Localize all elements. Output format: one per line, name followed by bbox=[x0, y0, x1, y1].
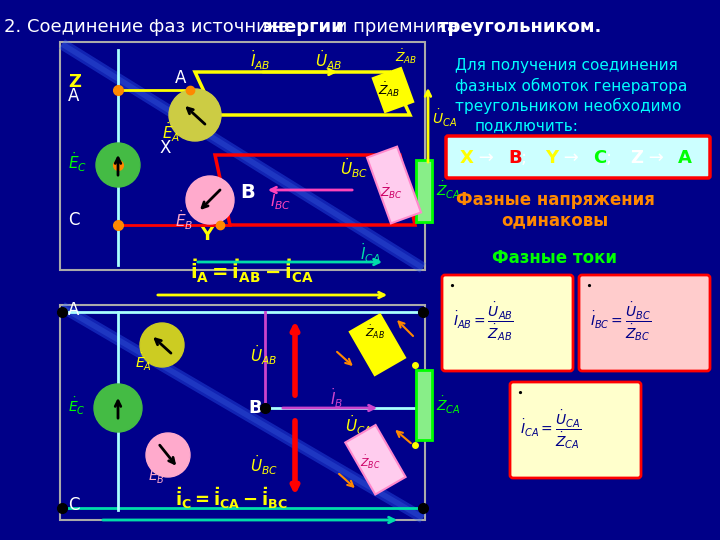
Text: Фазные токи: Фазные токи bbox=[492, 249, 618, 267]
Text: B: B bbox=[508, 149, 521, 167]
Text: $\dot{I}_{BC}$: $\dot{I}_{BC}$ bbox=[270, 188, 292, 212]
Text: X: X bbox=[160, 139, 171, 157]
Bar bbox=[416, 160, 432, 222]
Text: $\dot{U}_{CA}$: $\dot{U}_{CA}$ bbox=[432, 107, 457, 129]
Text: $\dot{E}_C$: $\dot{E}_C$ bbox=[68, 395, 86, 416]
Text: и приемника: и приемника bbox=[330, 18, 464, 36]
Text: Z: Z bbox=[68, 73, 81, 91]
Text: ;: ; bbox=[521, 149, 533, 167]
Text: треугольником.: треугольником. bbox=[438, 18, 603, 36]
FancyBboxPatch shape bbox=[446, 136, 710, 178]
Text: $\dot{Z}_{AB}$: $\dot{Z}_{AB}$ bbox=[365, 323, 385, 341]
Text: $\mathbf{\dot{i}_A = \dot{i}_{AB} - \dot{i}_{CA}}$: $\mathbf{\dot{i}_A = \dot{i}_{AB} - \dot… bbox=[190, 258, 314, 285]
Text: фазных обмоток генератора: фазных обмоток генератора bbox=[455, 78, 688, 94]
Text: Для получения соединения: Для получения соединения bbox=[455, 58, 678, 73]
Text: $\bullet$: $\bullet$ bbox=[585, 280, 592, 290]
Circle shape bbox=[169, 89, 221, 141]
Bar bbox=[60, 42, 425, 270]
Text: A: A bbox=[68, 87, 79, 105]
Polygon shape bbox=[350, 314, 405, 375]
Polygon shape bbox=[346, 425, 405, 495]
Text: $\dot{I}_{CA}$: $\dot{I}_{CA}$ bbox=[360, 241, 381, 265]
FancyBboxPatch shape bbox=[510, 382, 641, 478]
Circle shape bbox=[94, 384, 142, 432]
Text: $\dot{Z}_{CA}$: $\dot{Z}_{CA}$ bbox=[436, 179, 461, 200]
Circle shape bbox=[146, 433, 190, 477]
Text: B: B bbox=[248, 399, 261, 417]
Text: →: → bbox=[473, 149, 500, 167]
Text: энергии: энергии bbox=[262, 18, 345, 36]
Polygon shape bbox=[373, 68, 413, 112]
Text: $\dot{I}_B$: $\dot{I}_B$ bbox=[330, 386, 343, 410]
Circle shape bbox=[96, 143, 140, 187]
FancyBboxPatch shape bbox=[442, 275, 573, 371]
Text: 2. Соединение фаз источника: 2. Соединение фаз источника bbox=[4, 18, 295, 36]
Text: →: → bbox=[643, 149, 670, 167]
Bar bbox=[62, 307, 423, 518]
Text: $\dot{U}_{BC}$: $\dot{U}_{BC}$ bbox=[340, 156, 368, 180]
Text: $\dot{E}_B$: $\dot{E}_B$ bbox=[148, 464, 165, 485]
Text: Фазные напряжения: Фазные напряжения bbox=[456, 191, 654, 209]
Text: $\dot{E}_A$: $\dot{E}_A$ bbox=[162, 120, 180, 144]
Text: $\dot{I}_{AB}$: $\dot{I}_{AB}$ bbox=[250, 48, 271, 72]
Text: $\dot{U}_{AB}$: $\dot{U}_{AB}$ bbox=[315, 48, 342, 72]
Text: $\dot{Z}_{AB}$: $\dot{Z}_{AB}$ bbox=[378, 80, 400, 99]
Text: A: A bbox=[175, 69, 186, 87]
Text: $\bullet$: $\bullet$ bbox=[516, 387, 523, 397]
Text: C: C bbox=[68, 211, 79, 229]
Circle shape bbox=[140, 323, 184, 367]
Text: $\dot{Z}_{AB}$: $\dot{Z}_{AB}$ bbox=[395, 48, 418, 66]
Text: →: → bbox=[558, 149, 585, 167]
Text: $\mathbf{\dot{i}_C = \dot{i}_{CA} - \dot{i}_{BC}}$: $\mathbf{\dot{i}_C = \dot{i}_{CA} - \dot… bbox=[175, 485, 287, 511]
Text: $\dot{I}_{BC} = \dfrac{\dot{U}_{BC}}{\dot{Z}_{BC}}$: $\dot{I}_{BC} = \dfrac{\dot{U}_{BC}}{\do… bbox=[590, 301, 652, 343]
Text: подключить:: подключить: bbox=[475, 118, 579, 133]
Bar bbox=[62, 44, 423, 268]
FancyBboxPatch shape bbox=[579, 275, 710, 371]
Text: $\dot{Z}_{BC}$: $\dot{Z}_{BC}$ bbox=[360, 454, 381, 470]
Text: Z: Z bbox=[630, 149, 643, 167]
Text: $\dot{U}_{CA}$: $\dot{U}_{CA}$ bbox=[345, 413, 372, 437]
Text: $\dot{E}_A$: $\dot{E}_A$ bbox=[135, 352, 152, 373]
Polygon shape bbox=[367, 147, 421, 224]
Text: A: A bbox=[68, 301, 79, 319]
Text: A: A bbox=[678, 149, 692, 167]
Text: C: C bbox=[593, 149, 606, 167]
Text: $\bullet$: $\bullet$ bbox=[448, 280, 455, 290]
Text: одинаковы: одинаковы bbox=[501, 211, 608, 229]
Text: C: C bbox=[68, 496, 79, 514]
Text: $\dot{U}_{AB}$: $\dot{U}_{AB}$ bbox=[250, 343, 277, 367]
Text: ;: ; bbox=[606, 149, 618, 167]
Text: $\dot{Z}_{CA}$: $\dot{Z}_{CA}$ bbox=[436, 394, 461, 416]
Text: Y: Y bbox=[200, 226, 213, 244]
Bar bbox=[60, 305, 425, 520]
Text: $\dot{E}_B$: $\dot{E}_B$ bbox=[175, 208, 194, 232]
Text: $\dot{U}_{BC}$: $\dot{U}_{BC}$ bbox=[250, 453, 278, 477]
Text: B: B bbox=[240, 183, 255, 201]
Text: $\dot{Z}_{BC}$: $\dot{Z}_{BC}$ bbox=[380, 183, 403, 201]
Bar bbox=[416, 370, 432, 440]
Text: $\dot{I}_{AB} = \dfrac{\dot{U}_{AB}}{\dot{Z}_{AB}}$: $\dot{I}_{AB} = \dfrac{\dot{U}_{AB}}{\do… bbox=[453, 301, 514, 343]
Text: Y: Y bbox=[545, 149, 558, 167]
Circle shape bbox=[186, 176, 234, 224]
Text: треугольником необходимо: треугольником необходимо bbox=[455, 98, 681, 114]
Text: X: X bbox=[460, 149, 474, 167]
Text: $\dot{I}_{CA} = \dfrac{\dot{U}_{CA}}{\dot{Z}_{CA}}$: $\dot{I}_{CA} = \dfrac{\dot{U}_{CA}}{\do… bbox=[520, 409, 581, 451]
Text: $\dot{E}_C$: $\dot{E}_C$ bbox=[68, 150, 87, 174]
